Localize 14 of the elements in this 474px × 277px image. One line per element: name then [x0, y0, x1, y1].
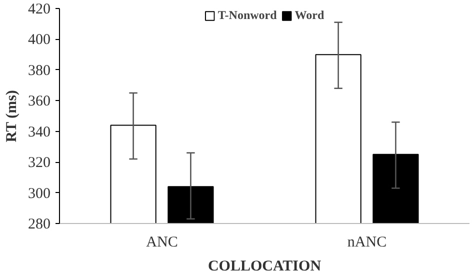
- y-tick-label: 380: [28, 62, 50, 79]
- legend-label: T-Nonword: [218, 8, 277, 23]
- y-tick-label: 320: [28, 155, 50, 172]
- y-axis-title: RT (ms): [4, 90, 20, 142]
- x-tick-label: ANC: [146, 234, 178, 250]
- x-tick-label: nANC: [347, 234, 387, 250]
- y-tick-label: 280: [28, 216, 50, 232]
- y-tick-label: 340: [28, 124, 50, 140]
- y-tick-label: 300: [28, 186, 50, 202]
- y-tick-label: 420: [28, 2, 50, 18]
- y-tick-label: 400: [28, 32, 50, 48]
- x-axis-title: COLLOCATION: [208, 258, 322, 274]
- legend-label: Word: [294, 8, 324, 23]
- y-tick-label: 360: [28, 94, 50, 110]
